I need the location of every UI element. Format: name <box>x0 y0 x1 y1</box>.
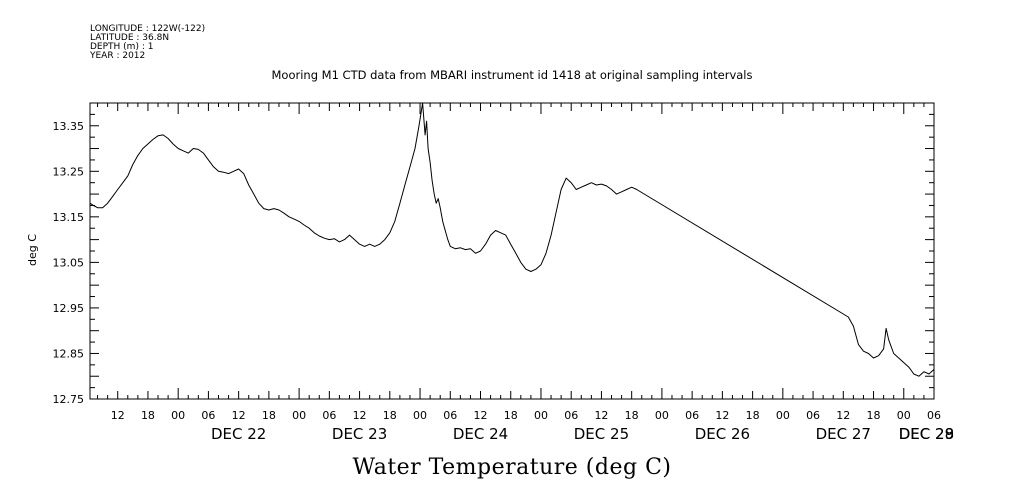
series-line <box>89 102 935 377</box>
y-tick-label: 13.35 <box>53 120 85 133</box>
x-hour-label: 06 <box>927 409 941 422</box>
latitude-label: LATITUDE : 36.8N <box>90 33 169 43</box>
y-tick-label: 12.85 <box>53 347 85 360</box>
x-hour-label: 18 <box>262 409 276 422</box>
axes <box>89 102 935 400</box>
x-day-label: DEC 24 <box>453 425 508 443</box>
x-hour-label: 12 <box>594 409 608 422</box>
y-tick-labels: 13.35 13.25 13.15 13.05 12.95 12.85 12.75 <box>53 120 85 406</box>
x-day-label: DEC 28 <box>899 425 954 443</box>
x-hour-label: 00 <box>292 409 306 422</box>
longitude-label: LONGITUDE : 122W(-122) <box>90 24 205 34</box>
x-hour-label: 06 <box>322 409 336 422</box>
x-hour-label: 00 <box>776 409 790 422</box>
x-hour-label: 18 <box>383 409 397 422</box>
x-hour-label: 18 <box>504 409 518 422</box>
x-hour-label: 18 <box>746 409 760 422</box>
x-hour-label: 06 <box>806 409 820 422</box>
tick-marks <box>90 102 935 400</box>
depth-label: DEPTH (m) : 1 <box>90 42 153 52</box>
year-label: YEAR : 2012 <box>89 51 145 61</box>
x-tick-labels: 12 18 00 06 12 18 00 06 12 18 00 06 12 18 00 06 12 18 00 06… <box>111 409 954 443</box>
x-hour-label: 00 <box>897 409 911 422</box>
x-hour-label: 00 <box>655 409 669 422</box>
y-tick-label: 12.95 <box>53 302 85 315</box>
x-hour-label: 18 <box>625 409 639 422</box>
series-layer <box>89 102 935 377</box>
x-day-label: DEC 25 <box>574 425 629 443</box>
x-hour-label: 12 <box>715 409 729 422</box>
y-tick-label: 13.05 <box>53 256 85 269</box>
x-hour-label: 12 <box>836 409 850 422</box>
y-tick-label: 12.75 <box>53 393 85 406</box>
x-hour-label: 12 <box>232 409 246 422</box>
x-hour-label: 00 <box>534 409 548 422</box>
y-tick-label: 13.15 <box>53 211 85 224</box>
x-hour-label: 18 <box>141 409 155 422</box>
x-hour-label: 06 <box>201 409 215 422</box>
x-hour-label: 12 <box>353 409 367 422</box>
y-axis-label: deg C <box>26 234 39 266</box>
x-day-label: DEC 23 <box>332 425 387 443</box>
x-hour-label: 06 <box>443 409 457 422</box>
x-day-label: DEC 26 <box>695 425 750 443</box>
x-day-label: DEC 29 <box>899 425 954 443</box>
plot-frame <box>89 102 935 400</box>
x-hour-label: 06 <box>685 409 699 422</box>
chart-title: Mooring M1 CTD data from MBARI instrumen… <box>272 68 753 82</box>
x-hour-label: 06 <box>564 409 578 422</box>
x-hour-label: 12 <box>474 409 488 422</box>
x-day-label: DEC 27 <box>816 425 871 443</box>
x-hour-label: 18 <box>867 409 881 422</box>
x-hour-label: 12 <box>111 409 125 422</box>
x-hour-label: 00 <box>413 409 427 422</box>
x-axis-label: Water Temperature (deg C) <box>353 455 672 480</box>
x-hour-label: 00 <box>171 409 185 422</box>
y-tick-label: 13.25 <box>53 165 85 178</box>
metadata-block: LONGITUDE : 122W(-122) LATITUDE : 36.8N … <box>89 24 205 61</box>
x-day-label: DEC 22 <box>211 425 266 443</box>
